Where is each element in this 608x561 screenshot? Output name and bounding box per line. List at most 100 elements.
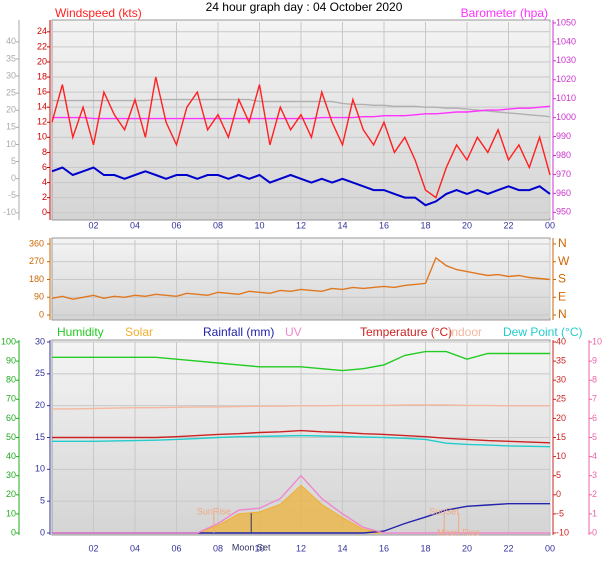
y-tick-label: N	[558, 307, 567, 321]
y-tick-label: 30	[6, 70, 16, 80]
line	[52, 434, 551, 448]
y-tick-label: S	[558, 272, 566, 286]
x-tick-label: 00	[545, 220, 555, 230]
x-tick-label: 18	[420, 220, 430, 230]
y-tick-label: 360	[29, 238, 44, 248]
line	[51, 256, 551, 300]
y-tick-label: 16	[37, 86, 47, 96]
y-tick-label: 60	[6, 413, 16, 423]
y-tick-label: 20	[35, 400, 45, 410]
annotation: SunRise	[197, 506, 231, 516]
y-tick-label: 25	[556, 394, 566, 404]
y-tick-label: 1000	[556, 112, 576, 122]
y-tick-label: 15	[6, 122, 16, 132]
x-tick-label: 14	[337, 220, 347, 230]
x-tick-label: 16	[379, 220, 389, 230]
y-tick-label: 30	[6, 470, 16, 480]
y-tick-label: 8	[592, 375, 597, 385]
x-tick-label: 04	[130, 543, 140, 553]
y-tick-label: 3	[592, 470, 597, 480]
y-tick-label: 1050	[556, 17, 576, 27]
y-tick-label: 12	[37, 117, 47, 127]
y-tick-label: 5	[556, 470, 561, 480]
y-tick-label: 22	[37, 41, 47, 51]
line	[51, 76, 551, 199]
legend-label: Temperature (°C)	[360, 325, 452, 339]
legend-label: Dew Point (°C)	[503, 325, 582, 339]
y-tick-label: 18	[37, 71, 47, 81]
y-tick-label: 1010	[556, 93, 576, 103]
y-tick-label: -5	[8, 190, 16, 200]
x-tick-label: 12	[296, 220, 306, 230]
y-tick-label: 70	[6, 394, 16, 404]
y-tick-label: N	[558, 236, 567, 250]
x-tick-label: 08	[213, 220, 223, 230]
y-tick-label: 20	[6, 489, 16, 499]
y-tick-label: 4	[592, 451, 597, 461]
y-tick-label: 20	[556, 413, 566, 423]
y-tick-label: 8	[42, 147, 47, 157]
y-tick-label: 25	[6, 88, 16, 98]
y-tick-label: 9	[592, 355, 597, 365]
y-tick-label: 0	[42, 207, 47, 217]
x-tick-label: 10	[254, 543, 264, 553]
x-tick-label: 04	[130, 220, 140, 230]
y-tick-label: 15	[35, 432, 45, 442]
y-tick-label: 0	[39, 309, 44, 319]
x-tick-label: 02	[88, 220, 98, 230]
y-tick-label: 5	[592, 432, 597, 442]
legend-label: Rainfall (mm)	[203, 325, 274, 339]
legend-label: Indoor	[448, 325, 482, 339]
y-tick-label: -10	[556, 527, 569, 537]
y-tick-label: 10	[6, 139, 16, 149]
x-tick-label: 10	[254, 220, 264, 230]
y-tick-label: 100	[1, 336, 16, 346]
y-tick-label: 0	[556, 489, 561, 499]
y-tick-label: 6	[592, 413, 597, 423]
legend-label: Barometer (hpa)	[461, 6, 548, 20]
legend-label: UV	[285, 325, 302, 339]
line	[52, 404, 550, 410]
y-tick-label: 20	[37, 56, 47, 66]
y-tick-label: 1040	[556, 36, 576, 46]
y-tick-label: 24	[37, 26, 47, 36]
y-tick-label: 980	[556, 150, 571, 160]
y-tick-label: 950	[556, 207, 571, 217]
y-tick-label: 14	[37, 102, 47, 112]
y-tick-label: 0	[11, 173, 16, 183]
y-tick-label: 4	[42, 177, 47, 187]
y-tick-label: 20	[6, 105, 16, 115]
y-tick-label: 2	[592, 489, 597, 499]
y-tick-label: 50	[6, 432, 16, 442]
y-tick-label: 90	[34, 292, 44, 302]
y-tick-label: 0	[592, 527, 597, 537]
y-tick-label: 40	[556, 336, 566, 346]
y-tick-label: 0	[11, 527, 16, 537]
line	[52, 429, 551, 444]
y-tick-label: 960	[556, 188, 571, 198]
y-tick-label: 25	[35, 368, 45, 378]
x-tick-label: 20	[462, 543, 472, 553]
y-tick-label: 7	[592, 394, 597, 404]
y-tick-label: 0	[40, 527, 45, 537]
y-tick-label: 180	[29, 274, 44, 284]
y-tick-label: 1030	[556, 55, 576, 65]
y-tick-label: 5	[40, 496, 45, 506]
y-tick-label: 35	[6, 53, 16, 63]
y-tick-label: 40	[6, 451, 16, 461]
y-tick-label: 10	[37, 132, 47, 142]
y-tick-label: 970	[556, 169, 571, 179]
line	[52, 105, 551, 120]
y-tick-label: 15	[556, 432, 566, 442]
y-tick-label: 1	[592, 508, 597, 518]
y-tick-label: 35	[556, 355, 566, 365]
x-tick-label: 22	[503, 220, 513, 230]
chart-title: 24 hour graph day : 04 October 2020	[206, 0, 403, 14]
x-tick-label: 06	[171, 543, 181, 553]
y-tick-label: 10	[6, 508, 16, 518]
y-tick-label: 90	[6, 355, 16, 365]
x-tick-label: 22	[503, 543, 513, 553]
y-tick-label: 270	[29, 256, 44, 266]
y-tick-label: W	[558, 254, 570, 268]
